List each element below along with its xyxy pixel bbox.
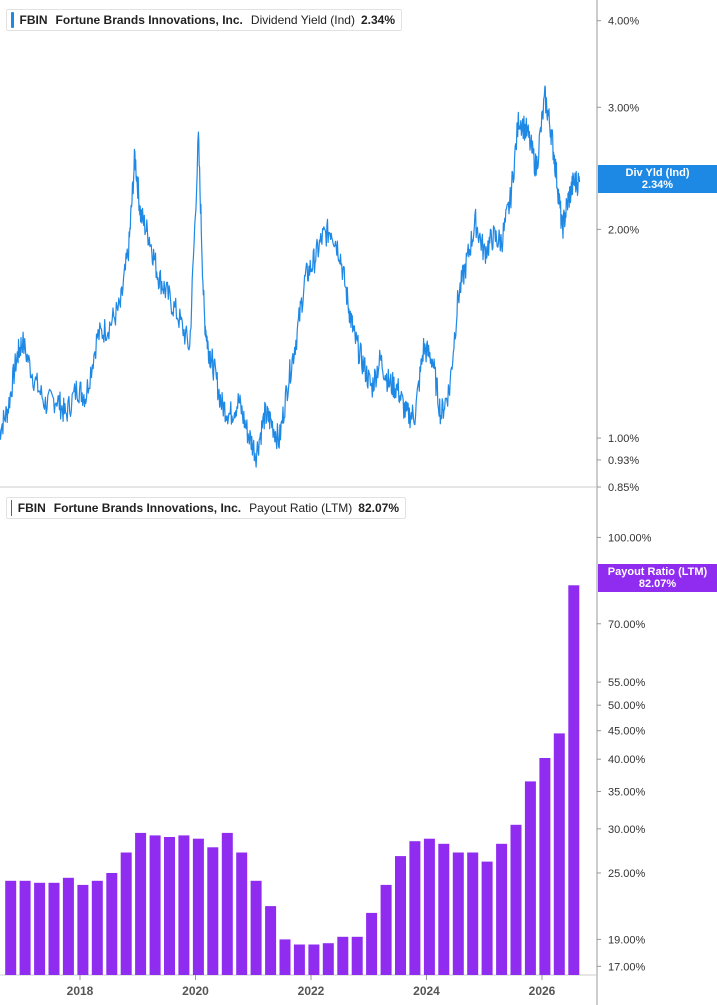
payout-ratio-bar <box>135 832 147 975</box>
dividend-yield-line <box>0 85 581 468</box>
payout-ratio-bar <box>77 884 89 975</box>
payout-ratio-bar <box>62 877 74 975</box>
legend-company: Fortune Brands Innovations, Inc. <box>53 501 242 515</box>
payout-ratio-bar <box>221 832 233 975</box>
legend-ticker: FBIN <box>19 13 48 27</box>
x-tick-label: 2024 <box>413 984 440 998</box>
payout-ratio-bar <box>207 847 219 975</box>
y-tick-label: 19.00% <box>608 934 646 946</box>
legend-metric: Dividend Yield (Ind) <box>250 13 355 27</box>
payout-ratio-bar <box>279 939 291 975</box>
payout-ratio-bar <box>106 873 118 975</box>
y-tick-label: 35.00% <box>608 787 646 799</box>
payout-ratio-bar <box>366 912 378 975</box>
top-legend: FBIN Fortune Brands Innovations, Inc. Di… <box>6 9 402 31</box>
payout-ratio-bar <box>467 852 479 975</box>
payout-ratio-bar <box>91 880 103 975</box>
payout-ratio-bar <box>481 861 493 975</box>
y-tick-label: 30.00% <box>608 824 646 836</box>
legend-value: 2.34% <box>360 13 395 27</box>
y-tick-label: 25.00% <box>608 868 646 880</box>
payout-ratio-bar <box>524 781 536 975</box>
y-tick-label: 2.00% <box>608 224 639 236</box>
payout-ratio-bar <box>48 882 60 975</box>
payout-ratio-bar <box>395 856 406 975</box>
payout-ratio-bar <box>539 758 551 975</box>
x-tick-label: 2022 <box>298 984 325 998</box>
legend-metric: Payout Ratio (LTM) <box>249 501 353 515</box>
x-tick-label: 2018 <box>67 984 94 998</box>
payout-ratio-bar <box>5 880 17 975</box>
payout-ratio-value-tag: Payout Ratio (LTM) 82.07% <box>598 564 717 592</box>
dividend-yield-swatch <box>11 12 14 28</box>
payout-ratio-bar <box>19 880 31 975</box>
y-tick-label: 3.00% <box>608 102 639 114</box>
tag-value: 82.07% <box>638 578 677 590</box>
payout-ratio-swatch <box>11 500 12 516</box>
payout-ratio-bar <box>120 852 132 975</box>
payout-ratio-bar <box>351 936 363 975</box>
dividend-yield-value-tag: Div Yld (Ind) 2.34% <box>598 165 717 193</box>
payout-ratio-bar <box>178 835 190 975</box>
payout-ratio-bar <box>308 944 320 975</box>
payout-ratio-bar <box>496 843 508 975</box>
tag-label: Payout Ratio (LTM) <box>607 566 708 578</box>
y-tick-label: 0.85% <box>608 482 639 494</box>
x-tick-label: 2026 <box>529 984 556 998</box>
y-tick-label: 100.00% <box>608 532 652 544</box>
payout-ratio-bar <box>149 835 161 975</box>
bottom-legend: FBIN Fortune Brands Innovations, Inc. Pa… <box>6 497 406 519</box>
legend-value: 82.07% <box>358 501 399 515</box>
y-tick-label: 0.93% <box>608 455 639 467</box>
y-tick-label: 17.00% <box>608 961 646 973</box>
payout-ratio-bar <box>236 852 248 975</box>
payout-ratio-bar <box>553 733 565 975</box>
payout-ratio-bar <box>34 882 46 975</box>
payout-ratio-bar <box>164 837 175 975</box>
y-tick-label: 70.00% <box>608 619 646 631</box>
payout-ratio-bar <box>250 880 262 975</box>
y-tick-label: 4.00% <box>608 16 639 28</box>
payout-ratio-bar <box>337 936 349 975</box>
payout-ratio-bar <box>265 906 277 975</box>
legend-ticker: FBIN <box>17 501 46 515</box>
payout-ratio-bar <box>293 944 305 975</box>
x-tick-label: 2020 <box>182 984 209 998</box>
payout-ratio-bar <box>380 884 392 975</box>
tag-value: 2.34% <box>641 179 674 191</box>
y-tick-label: 55.00% <box>608 677 646 689</box>
legend-company: Fortune Brands Innovations, Inc. <box>55 13 243 27</box>
payout-ratio-bar <box>568 585 580 975</box>
y-tick-label: 40.00% <box>608 754 646 766</box>
tag-label: Div Yld (Ind) <box>625 167 690 179</box>
payout-ratio-bar <box>322 943 334 975</box>
payout-ratio-bar <box>510 824 522 975</box>
payout-ratio-bar <box>423 838 435 975</box>
payout-ratio-bar <box>438 843 450 975</box>
y-tick-label: 50.00% <box>608 700 646 712</box>
payout-ratio-bar <box>452 852 464 975</box>
payout-ratio-bar <box>192 838 204 975</box>
y-tick-label: 1.00% <box>608 433 639 445</box>
y-tick-label: 45.00% <box>608 726 646 738</box>
payout-ratio-bar <box>409 841 421 975</box>
